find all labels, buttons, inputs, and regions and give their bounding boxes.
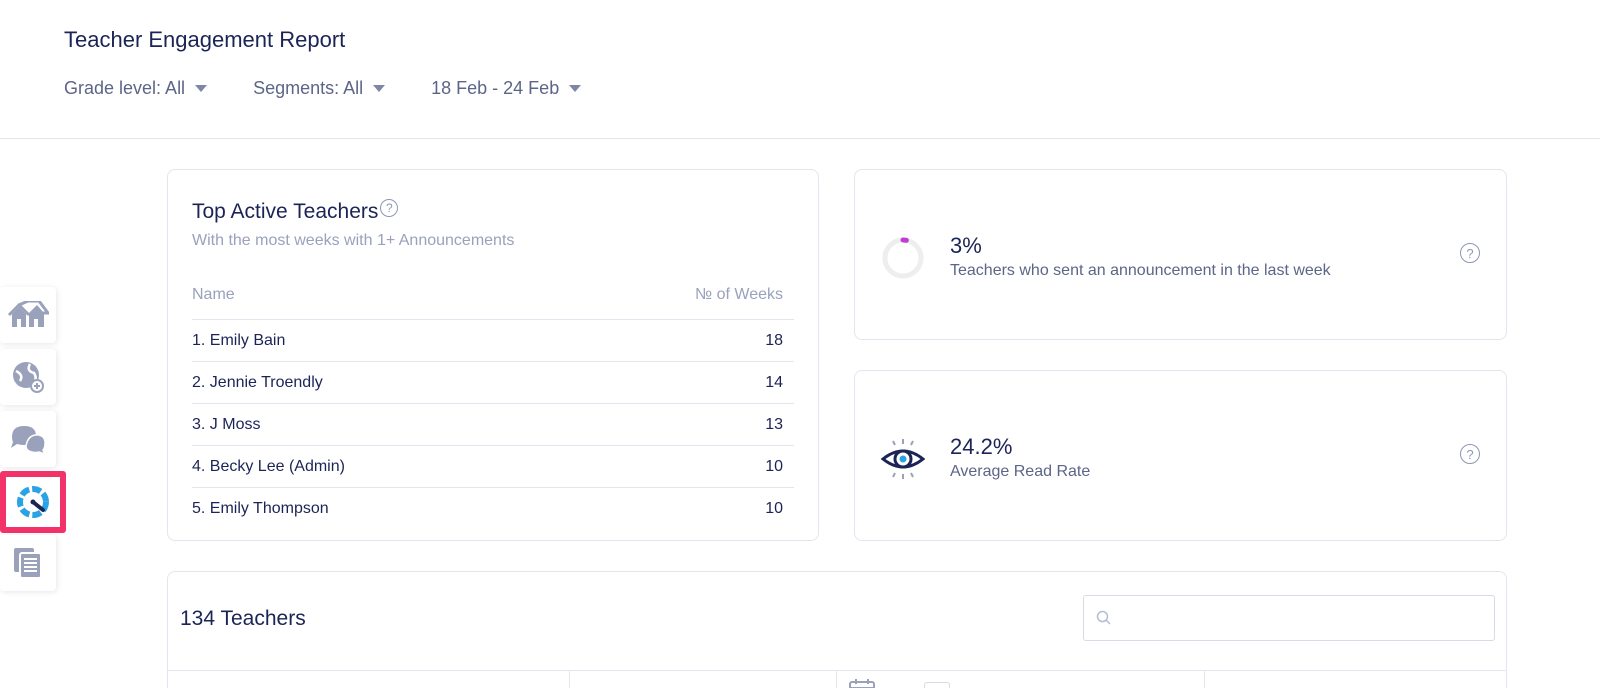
eye-icon [881,439,925,479]
column-divider [836,670,837,688]
chevron-down-icon [373,85,386,92]
top-active-teachers-title-text: Top Active Teachers [192,200,379,223]
read-rate-percentage: 24.2% [950,434,1013,459]
documents-icon [14,548,42,579]
column-header-weeks: № of Weeks [694,286,783,303]
weeks-count: 18 [765,331,783,349]
segments-label: Segments: All [253,78,364,98]
teacher-name: 1. Emily Bain [192,331,286,349]
page-title: Teacher Engagement Report [64,27,346,52]
teachers-count: 134 Teachers [180,607,306,630]
weeks-count: 13 [765,415,783,433]
sidebar-nav [0,287,66,597]
table-header: Name № of Weeks [192,286,794,320]
help-icon[interactable]: ? [1460,243,1480,263]
table-row: 1. Emily Bain 18 [192,320,794,362]
table-row: 4. Becky Lee (Admin) 10 [192,446,794,488]
calendar-icon [849,679,875,688]
sidebar-item-global[interactable] [0,349,56,405]
gauge-icon [17,486,49,518]
column-header-name: Name [192,286,235,303]
read-rate-label: Average Read Rate [950,463,1091,480]
weeks-count: 10 [765,500,783,517]
teachers-list-card: 134 Teachers [167,571,1507,688]
top-active-teachers-title: Top Active Teachers ? [192,199,399,224]
weeks-count: 14 [765,373,783,391]
top-active-teachers-subtitle: With the most weeks with 1+ Announcement… [192,232,515,249]
teacher-name: 3. J Moss [192,415,261,433]
weeks-count: 10 [765,457,783,475]
date-range-label: 18 Feb - 24 Feb [431,78,560,98]
column-divider [569,670,570,688]
report-header: Teacher Engagement Report Grade level: A… [0,0,1600,139]
search-input[interactable] [1120,596,1490,640]
help-icon[interactable]: ? [1460,444,1480,464]
search-icon [1096,610,1111,625]
home-icon [7,301,49,327]
grade-level-dropdown[interactable]: Grade level: All [64,78,208,99]
teacher-search [1083,595,1495,641]
column-divider [1204,670,1205,688]
table-row: 2. Jennie Troendly 14 [192,362,794,404]
grade-level-label: Grade level: All [64,78,186,98]
segments-dropdown[interactable]: Segments: All [253,78,386,99]
teacher-name: 5. Emily Thompson [192,500,329,517]
chat-icon [11,426,47,455]
announcement-stat-card: 3% Teachers who sent an announcement in … [854,169,1507,340]
date-range-dropdown[interactable]: 18 Feb - 24 Feb [431,78,582,99]
announcement-percentage: 3% [950,233,982,258]
teacher-name: 4. Becky Lee (Admin) [192,457,345,475]
table-row: 5. Emily Thompson 10 [192,488,794,530]
progress-ring-arc [882,237,924,279]
sidebar-item-messages[interactable] [0,411,56,467]
filter-bar: Grade level: All Segments: All 18 Feb - … [64,78,627,99]
table-divider [168,670,1506,671]
top-active-teachers-card: Top Active Teachers ? With the most week… [167,169,819,541]
column-filter-box[interactable] [924,682,950,688]
chevron-down-icon [569,85,582,92]
announcement-label: Teachers who sent an announcement in the… [950,262,1331,279]
chevron-down-icon [195,85,208,92]
sidebar-item-home[interactable] [0,287,56,343]
progress-ring-icon [882,237,924,279]
table-row: 3. J Moss 13 [192,404,794,446]
teacher-name: 2. Jennie Troendly [192,373,323,391]
sidebar-item-documents[interactable] [0,535,56,591]
globe-icon [13,362,44,393]
read-rate-stat-card: 24.2% Average Read Rate ? [854,370,1507,541]
sidebar-item-reports[interactable] [0,471,66,533]
help-icon[interactable]: ? [380,199,399,217]
